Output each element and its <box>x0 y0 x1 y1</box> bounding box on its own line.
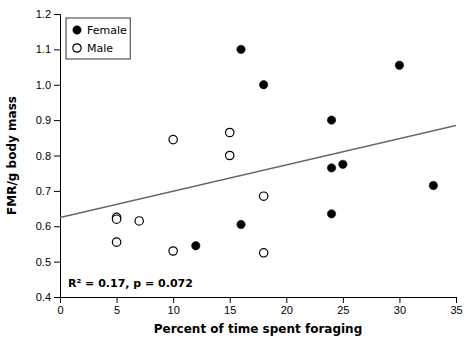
chart-svg: 0 5 10 15 20 25 30 35 0.4 0.5 0.6 0.7 0.8 0.9 1.0 1.1 1.… <box>0 0 474 341</box>
y-axis-tick-mark <box>54 297 60 298</box>
y-axis-tick-label: 0.8 <box>36 150 51 162</box>
point <box>327 210 335 218</box>
point <box>169 135 177 143</box>
y-axis-tick: 0.8 <box>36 150 60 162</box>
x-axis-tick-mark <box>343 297 344 303</box>
x-axis-tick: 10 <box>168 297 180 316</box>
x-axis-tick-label: 25 <box>337 304 349 316</box>
point <box>192 242 200 250</box>
y-axis-tick-label: 0.9 <box>36 114 51 126</box>
x-axis-title: Percent of time spent foraging <box>154 322 363 336</box>
y-axis-tick: 0.5 <box>36 256 60 268</box>
x-axis-tick-label: 20 <box>281 304 293 316</box>
x-axis: 0 5 10 15 20 25 30 35 <box>57 297 462 316</box>
x-axis-tick-label: 15 <box>224 304 236 316</box>
y-axis-tick: 1.0 <box>36 79 60 91</box>
y-axis-tick: 0.9 <box>36 114 60 126</box>
x-axis-tick-mark <box>230 297 231 303</box>
x-axis-tick-label: 5 <box>114 304 120 316</box>
point <box>169 247 177 255</box>
x-axis-tick: 5 <box>114 297 120 316</box>
legend-label: Male <box>87 42 113 55</box>
regression-line <box>60 125 456 217</box>
y-axis-tick: 0.6 <box>36 220 60 232</box>
x-axis-tick-label: 10 <box>168 304 180 316</box>
y-axis-tick-mark <box>54 156 60 157</box>
x-axis-tick-label: 0 <box>57 304 63 316</box>
legend-item: Male <box>73 42 113 55</box>
y-axis-tick-label: 1.2 <box>36 8 51 20</box>
point <box>237 220 245 228</box>
y-axis-title: FMR/g body mass <box>5 96 19 215</box>
legend-item: Female <box>73 24 127 37</box>
y-axis-tick: 1.2 <box>36 8 60 20</box>
series-points <box>192 45 438 250</box>
x-axis-tick: 35 <box>450 297 462 316</box>
point <box>226 128 234 136</box>
x-axis-tick-mark <box>117 297 118 303</box>
x-axis-tick-mark <box>456 297 457 303</box>
point <box>327 116 335 124</box>
y-axis-tick: 0.4 <box>36 291 60 303</box>
y-axis-tick-mark <box>54 226 60 227</box>
annotation: R² = 0.17, p = 0.072 <box>68 277 193 290</box>
chart-container: 0 5 10 15 20 25 30 35 0.4 0.5 0.6 0.7 0.8 0.9 1.0 1.1 1.… <box>0 0 474 341</box>
x-axis-tick-mark <box>173 297 174 303</box>
plot-area: 0 5 10 15 20 25 30 35 0.4 0.5 0.6 0.7 0.8 0.9 1.0 1.1 1.… <box>5 8 463 336</box>
y-axis-tick-mark <box>54 120 60 121</box>
y-axis-tick-label: 0.4 <box>36 291 51 303</box>
point <box>112 238 120 246</box>
y-axis-tick-mark <box>54 14 60 15</box>
legend-box <box>66 18 130 59</box>
y-axis-tick-label: 1.0 <box>36 79 51 91</box>
point <box>135 217 143 225</box>
y-axis-tick-mark <box>54 85 60 86</box>
series-points <box>112 128 267 257</box>
x-axis-tick: 30 <box>394 297 406 316</box>
point <box>112 215 120 223</box>
point <box>259 192 267 200</box>
legend-marker <box>73 26 81 34</box>
point <box>226 151 234 159</box>
point <box>339 160 347 168</box>
legend-label: Female <box>87 24 127 37</box>
point <box>429 181 437 189</box>
y-axis-tick-label: 0.7 <box>36 185 51 197</box>
x-axis-tick: 15 <box>224 297 236 316</box>
y-axis-tick-label: 1.1 <box>36 43 51 55</box>
point <box>395 61 403 69</box>
y-axis-tick-mark <box>54 191 60 192</box>
y-axis-tick-mark <box>54 49 60 50</box>
y-axis-line <box>54 15 61 298</box>
x-axis-line <box>61 298 457 304</box>
legend-marker <box>73 44 81 52</box>
x-axis-tick-mark <box>286 297 287 303</box>
y-axis-tick-label: 0.5 <box>36 256 51 268</box>
x-axis-tick: 0 <box>57 297 63 316</box>
point <box>259 81 267 89</box>
marks <box>60 45 456 257</box>
x-axis-tick-label: 35 <box>450 304 462 316</box>
x-axis-tick-label: 30 <box>394 304 406 316</box>
x-axis-tick-mark <box>399 297 400 303</box>
point <box>259 249 267 257</box>
y-axis: 0.4 0.5 0.6 0.7 0.8 0.9 1.0 1.1 1.2 <box>36 8 61 303</box>
x-axis-tick: 20 <box>281 297 293 316</box>
legend: Female Male <box>66 18 130 59</box>
point <box>327 164 335 172</box>
y-axis-tick-mark <box>54 262 60 263</box>
x-axis-tick: 25 <box>337 297 349 316</box>
y-axis-tick: 1.1 <box>36 43 60 55</box>
y-axis-tick-label: 0.6 <box>36 220 51 232</box>
y-axis-tick: 0.7 <box>36 185 60 197</box>
point <box>237 45 245 53</box>
